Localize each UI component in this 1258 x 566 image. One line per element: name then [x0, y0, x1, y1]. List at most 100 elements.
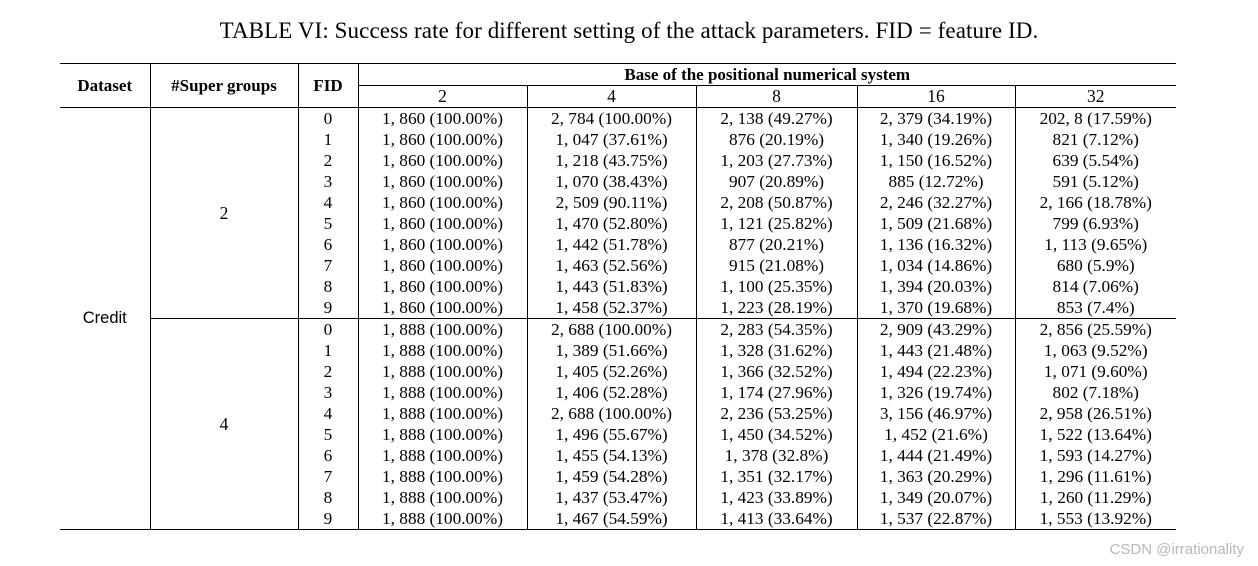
success-rate-cell: 2, 958 (26.51%) [1014, 403, 1176, 424]
success-rate-cell: 1, 378 (32.8%) [695, 445, 857, 466]
fid-cell: 4 [297, 403, 358, 424]
fid-cell: 2 [297, 361, 358, 382]
success-rate-cell: 1, 394 (20.03%) [856, 276, 1015, 297]
success-rate-cell: 1, 860 (100.00%) [357, 129, 527, 150]
table-row: 4 1, 860 (100.00%) 2, 509 (90.11%) 2, 208 (… [60, 192, 1176, 213]
success-rate-cell: 1, 070 (38.43%) [526, 171, 696, 192]
success-rate-cell: 876 (20.19%) [695, 129, 857, 150]
table-body: Credit 2 0 1, 860 (100.00%) 2, 784 (100.00%)… [60, 107, 1176, 530]
success-rate-cell: 1, 223 (28.19%) [695, 297, 857, 319]
header-base-group: Base of the positional numerical system [357, 63, 1176, 86]
success-rate-cell: 1, 366 (32.52%) [695, 361, 857, 382]
header-base: 2 [357, 85, 527, 108]
table-row: 1 1, 888 (100.00%) 1, 389 (51.66%) 1, 328 (… [60, 340, 1176, 361]
header-base: 8 [695, 85, 857, 108]
success-rate-cell: 1, 452 (21.6%) [856, 424, 1015, 445]
table-row: 4 1, 888 (100.00%) 2, 688 (100.00%) 2, 236 … [60, 403, 1176, 424]
fid-cell: 5 [297, 213, 358, 234]
success-rate-cell: 814 (7.06%) [1014, 276, 1176, 297]
success-rate-cell: 1, 860 (100.00%) [357, 171, 527, 192]
success-rate-cell: 799 (6.93%) [1014, 213, 1176, 234]
success-rate-cell: 907 (20.89%) [695, 171, 857, 192]
success-rate-cell: 1, 888 (100.00%) [357, 340, 527, 361]
success-rate-cell: 1, 405 (52.26%) [526, 361, 696, 382]
success-rate-cell: 853 (7.4%) [1014, 297, 1176, 319]
fid-cell: 7 [297, 466, 358, 487]
success-rate-cell: 2, 138 (49.27%) [695, 107, 857, 129]
fid-cell: 4 [297, 192, 358, 213]
table-row: Credit 2 0 1, 860 (100.00%) 2, 784 (100.00%)… [60, 107, 1176, 327]
table-row: 4 0 1, 888 (100.00%) 2, 688 (100.00%) 2, 283… [60, 318, 1176, 530]
success-rate-cell: 1, 349 (20.07%) [856, 487, 1015, 508]
success-rate-cell: 2, 856 (25.59%) [1014, 318, 1176, 340]
table-row: 9 1, 860 (100.00%) 1, 458 (52.37%) 1, 223 (… [60, 297, 1176, 319]
success-rate-cell: 1, 470 (52.80%) [526, 213, 696, 234]
fid-cell: 1 [297, 340, 358, 361]
success-rate-cell: 1, 443 (21.48%) [856, 340, 1015, 361]
header-base: 16 [856, 85, 1015, 108]
success-rate-cell: 1, 522 (13.64%) [1014, 424, 1176, 445]
success-rate-cell: 1, 442 (51.78%) [526, 234, 696, 255]
fid-cell: 0 [297, 318, 358, 340]
table-row: 7 1, 860 (100.00%) 1, 463 (52.56%) 915 (21.… [60, 255, 1176, 276]
header-base: 4 [526, 85, 696, 108]
success-rate-cell: 1, 389 (51.66%) [526, 340, 696, 361]
success-rate-cell: 680 (5.9%) [1014, 255, 1176, 276]
success-rate-cell: 885 (12.72%) [856, 171, 1015, 192]
header-dataset: Dataset [60, 63, 150, 108]
fid-cell: 7 [297, 255, 358, 276]
success-rate-cell: 1, 423 (33.89%) [695, 487, 857, 508]
success-rate-cell: 1, 326 (19.74%) [856, 382, 1015, 403]
success-rate-cell: 1, 860 (100.00%) [357, 234, 527, 255]
fid-cell: 3 [297, 382, 358, 403]
success-rate-cell: 2, 283 (54.35%) [695, 318, 857, 340]
success-rate-cell: 1, 459 (54.28%) [526, 466, 696, 487]
success-rate-cell: 1, 450 (34.52%) [695, 424, 857, 445]
success-rate-cell: 1, 888 (100.00%) [357, 466, 527, 487]
success-rate-cell: 1, 860 (100.00%) [357, 107, 527, 129]
results-table: Dataset #Super groups FID Base of the po… [60, 63, 1176, 530]
success-rate-cell: 1, 494 (22.23%) [856, 361, 1015, 382]
success-rate-cell: 1, 888 (100.00%) [357, 382, 527, 403]
success-rate-cell: 2, 379 (34.19%) [856, 107, 1015, 129]
super-groups-cell: 2 [149, 107, 298, 319]
success-rate-cell: 2, 784 (100.00%) [526, 107, 696, 129]
fid-cell: 8 [297, 276, 358, 297]
table-row: 3 1, 860 (100.00%) 1, 070 (38.43%) 907 (20.… [60, 171, 1176, 192]
success-rate-cell: 1, 203 (27.73%) [695, 150, 857, 171]
watermark: CSDN @irrationality [1109, 541, 1244, 558]
success-rate-cell: 802 (7.18%) [1014, 382, 1176, 403]
success-rate-cell: 1, 136 (16.32%) [856, 234, 1015, 255]
success-rate-cell: 1, 888 (100.00%) [357, 424, 527, 445]
fid-cell: 9 [297, 297, 358, 319]
table-row: 6 1, 860 (100.00%) 1, 442 (51.78%) 877 (20.… [60, 234, 1176, 255]
success-rate-cell: 1, 593 (14.27%) [1014, 445, 1176, 466]
success-rate-cell: 1, 860 (100.00%) [357, 276, 527, 297]
success-rate-cell: 1, 340 (19.26%) [856, 129, 1015, 150]
success-rate-cell: 1, 860 (100.00%) [357, 255, 527, 276]
success-rate-cell: 1, 888 (100.00%) [357, 403, 527, 424]
success-rate-cell: 1, 150 (16.52%) [856, 150, 1015, 171]
table-row: 2 1, 888 (100.00%) 1, 405 (52.26%) 1, 366 (… [60, 361, 1176, 382]
success-rate-cell: 1, 437 (53.47%) [526, 487, 696, 508]
success-rate-cell: 2, 509 (90.11%) [526, 192, 696, 213]
success-rate-cell: 1, 860 (100.00%) [357, 192, 527, 213]
success-rate-cell: 1, 071 (9.60%) [1014, 361, 1176, 382]
header-base: 32 [1014, 85, 1176, 108]
success-rate-cell: 1, 406 (52.28%) [526, 382, 696, 403]
success-rate-cell: 1, 047 (37.61%) [526, 129, 696, 150]
table-caption: TABLE VI: Success rate for different set… [219, 18, 1039, 43]
dataset-cell: Credit [82, 309, 127, 327]
table-row: 8 1, 860 (100.00%) 1, 443 (51.83%) 1, 100 (… [60, 276, 1176, 297]
success-rate-cell: 2, 246 (32.27%) [856, 192, 1015, 213]
fid-cell: 1 [297, 129, 358, 150]
success-rate-cell: 1, 034 (14.86%) [856, 255, 1015, 276]
table-row: 8 1, 888 (100.00%) 1, 437 (53.47%) 1, 423 (… [60, 487, 1176, 508]
success-rate-cell: 1, 296 (11.61%) [1014, 466, 1176, 487]
success-rate-cell: 2, 688 (100.00%) [526, 318, 696, 340]
success-rate-cell: 2, 236 (53.25%) [695, 403, 857, 424]
success-rate-cell: 1, 444 (21.49%) [856, 445, 1015, 466]
success-rate-cell: 1, 496 (55.67%) [526, 424, 696, 445]
success-rate-cell: 591 (5.12%) [1014, 171, 1176, 192]
fid-cell: 2 [297, 150, 358, 171]
